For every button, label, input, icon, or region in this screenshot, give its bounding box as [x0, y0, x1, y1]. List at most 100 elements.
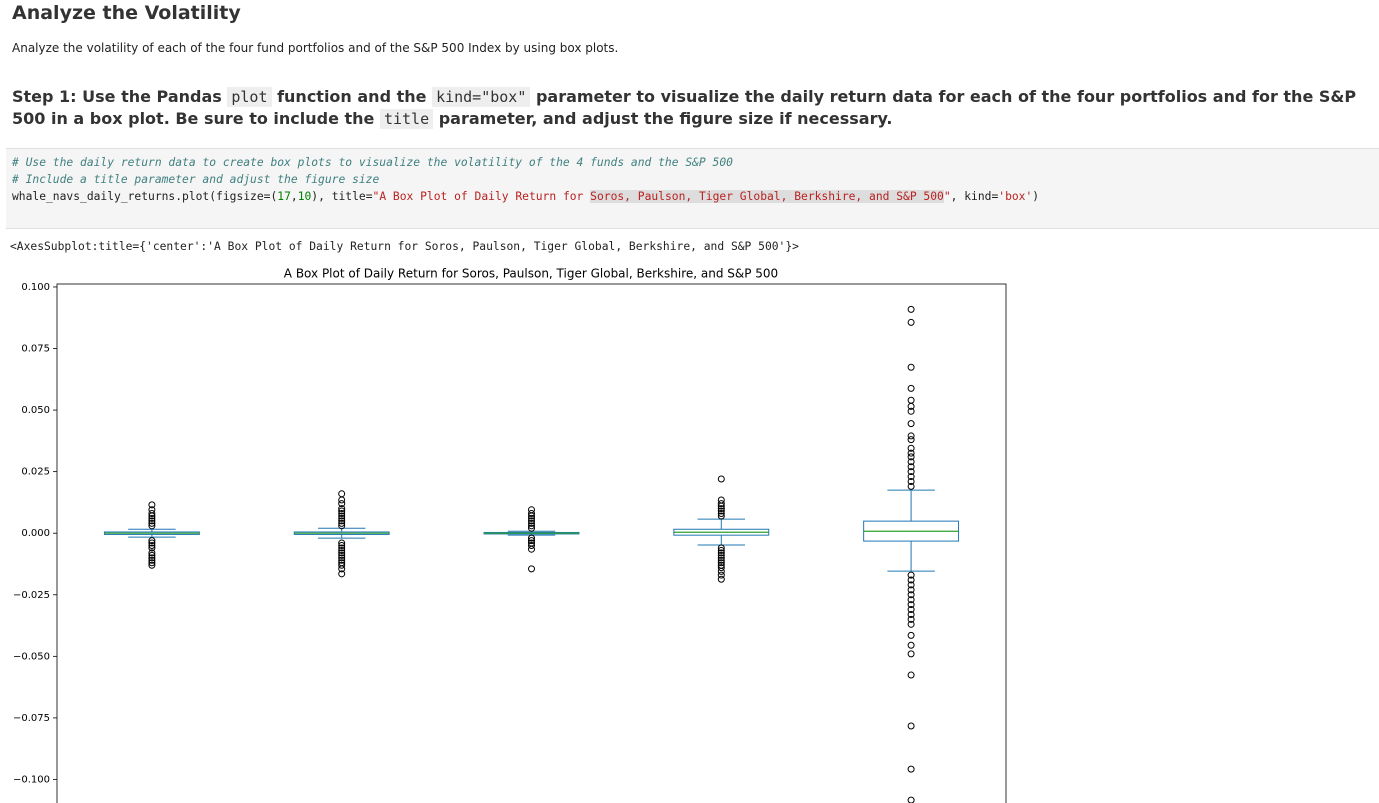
outlier	[717, 567, 725, 575]
outlier	[717, 510, 725, 518]
y-tick-label: −0.050	[13, 651, 50, 662]
code-token: Soros, Paulson, Tiger Global, Berkshire,…	[590, 190, 944, 203]
y-tick-label: 0.050	[21, 405, 50, 416]
outlier	[338, 561, 346, 569]
outlier	[338, 539, 346, 547]
step-text: Step 1: Use the Pandas plot function and…	[12, 86, 1367, 130]
outlier	[717, 571, 725, 579]
outlier	[717, 556, 725, 564]
text: Step 1: Use the Pandas	[12, 87, 228, 106]
code-token: )	[1032, 190, 1040, 203]
outlier	[338, 517, 346, 525]
outlier	[907, 396, 915, 404]
outlier	[148, 549, 156, 557]
outlier	[338, 500, 346, 508]
outlier	[148, 561, 156, 569]
outlier	[528, 542, 535, 550]
outlier	[717, 502, 725, 510]
inline-code: plot	[227, 87, 272, 107]
outlier	[148, 554, 156, 562]
outlier	[338, 549, 346, 557]
outlier	[907, 363, 915, 371]
outlier	[907, 596, 915, 604]
outlier	[907, 606, 915, 614]
code-token: whale_navs_daily_returns.plot(figsize=(	[12, 190, 278, 203]
outlier	[907, 620, 915, 628]
outlier	[717, 559, 725, 567]
outlier	[907, 581, 915, 589]
outlier	[148, 517, 156, 525]
outlier	[338, 570, 346, 578]
outlier	[528, 534, 535, 542]
outlier	[907, 420, 915, 428]
code-cell[interactable]: # Use the daily return data to create bo…	[6, 148, 1379, 229]
outlier	[717, 544, 725, 552]
outlier	[907, 436, 915, 444]
outlier	[907, 671, 915, 679]
outlier	[338, 512, 346, 520]
outlier	[907, 571, 915, 579]
code-token: 17	[277, 190, 291, 203]
outlier	[717, 551, 725, 559]
outlier	[717, 549, 725, 557]
text: parameter, and adjust the figure size if…	[433, 109, 893, 128]
outlier	[907, 305, 915, 313]
outlier	[907, 631, 915, 639]
outlier	[528, 545, 535, 553]
outlier	[717, 564, 725, 572]
outlier	[338, 554, 346, 562]
outlier	[907, 449, 915, 457]
outlier	[907, 384, 915, 392]
chart-title: A Box Plot of Daily Return for Soros, Pa…	[284, 267, 778, 281]
outlier	[717, 507, 725, 515]
outlier	[338, 565, 346, 573]
outlier	[528, 519, 535, 527]
outlier	[907, 432, 915, 440]
outlier	[148, 556, 156, 564]
code-token: 10	[297, 190, 312, 203]
outlier	[907, 586, 915, 594]
y-tick-label: 0.000	[21, 528, 50, 539]
y-tick-label: 0.075	[21, 344, 50, 355]
outlier	[338, 505, 346, 513]
outlier	[907, 796, 915, 803]
outlier	[338, 507, 346, 515]
intro-text: Analyze the volatility of each of the fo…	[12, 41, 619, 55]
y-tick-label: −0.100	[13, 774, 50, 785]
outlier	[907, 318, 915, 326]
outlier	[338, 510, 346, 518]
text: function and the	[271, 87, 433, 106]
text: parameter to visualize the daily return …	[12, 87, 1357, 128]
outlier	[148, 542, 156, 550]
outlier	[338, 556, 346, 564]
outlier	[907, 407, 915, 415]
outlier	[717, 505, 725, 513]
outlier	[907, 482, 915, 490]
outlier	[907, 463, 915, 471]
code-token: 'box'	[998, 190, 1033, 203]
outlier	[717, 575, 725, 583]
plot-frame	[56, 283, 1007, 803]
code-comment: # Include a title parameter and adjust t…	[12, 173, 380, 186]
outlier	[528, 514, 535, 522]
outlier	[338, 551, 346, 559]
outlier	[528, 524, 535, 532]
outlier	[717, 546, 725, 554]
outlier	[338, 519, 346, 527]
code-token: ), title=	[311, 190, 373, 203]
heading: Analyze the Volatility	[12, 2, 241, 24]
outlier	[338, 522, 346, 530]
outlier	[907, 601, 915, 609]
outlier	[907, 765, 915, 773]
outlier	[148, 544, 156, 552]
outlier	[338, 496, 346, 504]
code-token: "A Box Plot of Daily Return for	[372, 190, 591, 203]
inline-code: kind="box"	[432, 87, 531, 107]
outlier	[907, 453, 915, 461]
outlier	[148, 551, 156, 559]
outlier	[338, 490, 346, 498]
y-tick-label: −0.075	[13, 713, 50, 724]
outlier	[717, 500, 725, 508]
code-token: , kind=	[950, 190, 999, 203]
outlier	[528, 537, 535, 545]
